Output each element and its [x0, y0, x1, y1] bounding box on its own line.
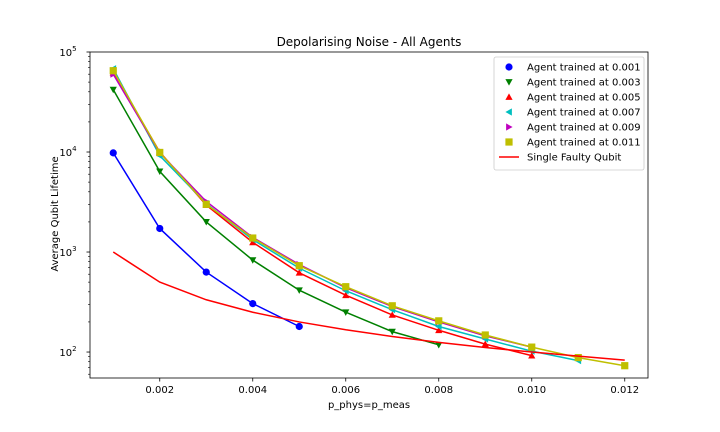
data-point-2-5 [342, 291, 350, 299]
x-tick-label-5: 0.012 [610, 385, 639, 396]
x-tick-label-4: 0.010 [517, 385, 546, 396]
legend-swatch-2 [505, 93, 513, 100]
legend-item-5: Agent trained at 0.011 [505, 138, 641, 149]
legend-item-1: Agent trained at 0.003 [505, 78, 641, 89]
data-point-2-9 [528, 352, 536, 359]
data-point-2-7 [435, 326, 443, 334]
series-4 [110, 70, 536, 351]
legend-label-0: Agent trained at 0.001 [527, 63, 641, 74]
x-tick-label-2: 0.006 [331, 385, 360, 396]
data-point-2-8 [481, 340, 489, 347]
series-line-2 [112, 72, 532, 357]
data-point-5-6 [388, 302, 396, 310]
data-point-3-7 [435, 322, 442, 331]
y-tick-label-0: 102 [59, 345, 76, 359]
legend: Agent trained at 0.001 Agent trained at 0… [493, 56, 645, 171]
data-point-5-4 [295, 262, 303, 270]
data-point-5-11 [621, 362, 629, 370]
legend-label-6: Single Faulty Qubit [527, 153, 621, 164]
y-axis-label: Average Qubit Lifetime [50, 156, 61, 271]
data-point-1-6 [388, 328, 396, 336]
legend-box [493, 56, 645, 171]
y-tick-label-3: 105 [59, 45, 76, 59]
plot-area [109, 65, 629, 370]
legend-swatch-0 [505, 63, 513, 71]
series-line-5 [112, 70, 625, 367]
legend-item-2: Agent trained at 0.005 [505, 93, 641, 104]
legend-item-6: Single Faulty Qubit [499, 153, 621, 164]
legend-swatch-3 [505, 108, 512, 116]
data-point-1-1 [156, 168, 164, 175]
data-point-0-4 [295, 322, 303, 331]
data-point-1-5 [342, 309, 350, 316]
legend-label-5: Agent trained at 0.011 [527, 138, 641, 149]
data-point-2-4 [295, 269, 303, 276]
legend-item-0: Agent trained at 0.001 [505, 63, 641, 74]
axes: 0.002 0.004 0.006 0.008 0.010 0.012 102 103 104 1… [59, 45, 649, 396]
data-point-0-3 [249, 299, 257, 308]
data-point-5-7 [435, 317, 443, 325]
data-point-1-3 [249, 257, 257, 264]
x-tick-label-1: 0.004 [238, 385, 267, 396]
data-point-2-3 [249, 238, 257, 246]
chart-title: Depolarising Noise - All Agents [277, 35, 462, 49]
x-tick-label-3: 0.008 [424, 385, 453, 396]
data-point-1-7 [435, 341, 443, 349]
data-point-0-0 [109, 149, 117, 157]
data-point-1-4 [295, 287, 303, 294]
series-0 [109, 149, 303, 331]
data-point-5-0 [109, 67, 117, 75]
plot-frame [89, 51, 649, 379]
legend-swatch-1 [505, 79, 513, 86]
data-point-0-1 [156, 224, 164, 233]
x-tick-label-0: 0.002 [145, 385, 174, 396]
data-point-2-6 [388, 311, 396, 318]
legend-label-3: Agent trained at 0.007 [527, 108, 641, 119]
legend-label-4: Agent trained at 0.009 [527, 123, 641, 134]
series-line-6 [112, 251, 625, 361]
series-1 [109, 86, 443, 349]
series-2 [109, 69, 536, 359]
data-point-5-9 [528, 343, 536, 351]
legend-swatch-4 [506, 123, 513, 131]
data-point-1-0 [109, 86, 117, 94]
data-point-5-5 [342, 283, 350, 291]
legend-item-3: Agent trained at 0.007 [505, 108, 641, 119]
data-point-5-8 [481, 331, 489, 339]
data-point-5-1 [156, 148, 164, 157]
legend-label-2: Agent trained at 0.005 [527, 93, 641, 104]
data-point-0-2 [202, 268, 210, 276]
x-axis-label: p_phys=p_meas [328, 400, 410, 411]
series-5 [109, 67, 629, 370]
data-point-5-2 [202, 200, 210, 208]
data-point-1-2 [202, 219, 210, 226]
y-tick-label-1: 103 [59, 245, 76, 259]
legend-item-4: Agent trained at 0.009 [506, 123, 641, 134]
series-line-4 [112, 73, 532, 348]
data-point-5-10 [574, 353, 582, 362]
series-6 [112, 251, 625, 361]
legend-swatch-5 [505, 138, 513, 146]
data-point-5-3 [249, 234, 257, 242]
series-line-1 [112, 89, 439, 346]
y-tick-label-2: 104 [59, 145, 77, 159]
legend-label-1: Agent trained at 0.003 [527, 78, 641, 89]
